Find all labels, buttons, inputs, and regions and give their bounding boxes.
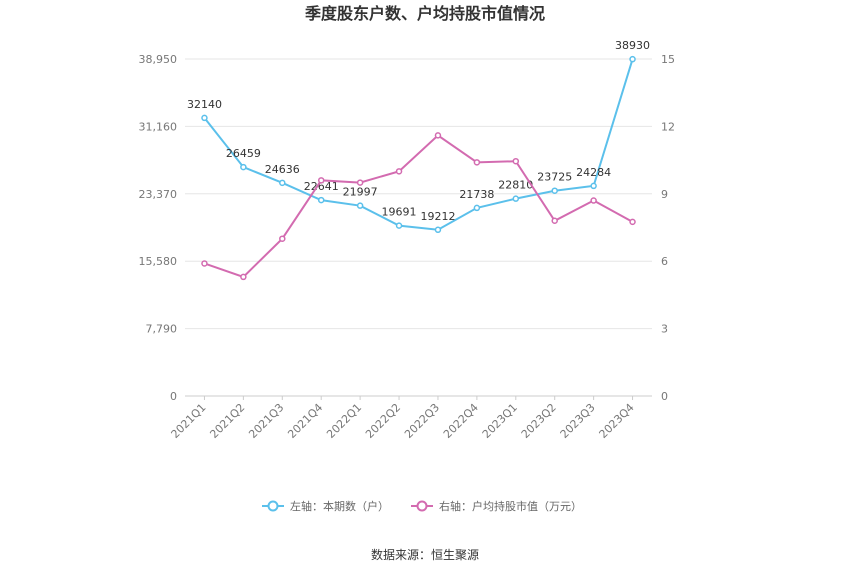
y-left-tick-label: 7,790 [146, 323, 178, 336]
data-point [434, 226, 442, 234]
data-point [512, 157, 520, 165]
y-right-tick-label: 12 [661, 120, 675, 133]
data-point [551, 217, 558, 225]
data-label: 24636 [265, 163, 300, 176]
data-label: 38930 [615, 39, 650, 52]
x-tick-label: 2022Q1 [324, 401, 364, 441]
chart-title: 季度股东户数、户均持股市值情况 [304, 4, 545, 23]
data-label: 21738 [459, 188, 494, 201]
data-point [279, 235, 286, 242]
y-left-tick-label: 23,370 [139, 188, 178, 201]
x-tick-label: 2021Q1 [169, 401, 209, 441]
data-point [240, 273, 247, 281]
x-tick-label: 2023Q4 [597, 401, 637, 441]
data-point [395, 168, 403, 175]
data-point [356, 179, 364, 186]
x-tick-label: 2021Q4 [285, 401, 325, 441]
series-line [204, 134, 634, 279]
source-note: 数据来源：恒生聚源 [371, 547, 479, 562]
data-label: 22810 [498, 179, 533, 192]
legend-label: 左轴：本期数（户） [290, 499, 389, 513]
data-label: 32140 [187, 98, 222, 111]
data-point [512, 195, 520, 202]
data-point [317, 177, 325, 184]
y-left-tick-label: 31,160 [139, 120, 178, 133]
y-left-tick-label: 15,580 [139, 255, 178, 268]
legend-marker [416, 500, 428, 512]
data-point [201, 114, 208, 122]
data-point [395, 222, 403, 229]
legend-label: 右轴：户均持股市值（万元） [439, 499, 582, 513]
data-label: 19212 [420, 210, 455, 223]
data-label: 23725 [537, 171, 572, 184]
data-point [629, 218, 636, 226]
data-point [434, 132, 442, 139]
data-point [473, 159, 481, 166]
data-point [473, 204, 481, 212]
y-right-tick-label: 0 [661, 390, 668, 403]
y-left-tick-label: 0 [170, 390, 177, 403]
data-point [201, 260, 208, 267]
data-label: 24284 [576, 166, 611, 179]
data-point [590, 197, 597, 204]
x-tick-label: 2023Q1 [480, 401, 520, 441]
x-tick-label: 2023Q3 [558, 401, 598, 441]
data-label: 22641 [304, 180, 339, 193]
grid [185, 58, 652, 330]
y-right-tick-label: 9 [661, 188, 668, 201]
y-right-tick-label: 3 [661, 323, 668, 336]
legend[interactable]: 左轴：本期数（户） 右轴：户均持股市值（万元） [262, 499, 582, 513]
series-line [203, 58, 634, 231]
data-label: 21997 [343, 186, 378, 199]
data-point [551, 187, 558, 194]
y-right-tick-label: 15 [661, 53, 675, 66]
y-right-tick-label: 6 [661, 255, 668, 268]
data-point [590, 182, 597, 190]
data-label: 26459 [226, 147, 261, 160]
data-point [356, 202, 364, 209]
x-tick-label: 2022Q4 [441, 401, 481, 441]
x-tick-label: 2022Q3 [402, 401, 442, 441]
data-point [240, 163, 247, 171]
x-tick-label: 2022Q2 [363, 401, 403, 441]
data-point [317, 196, 325, 204]
x-tick-label: 2023Q2 [519, 401, 559, 441]
x-tick-label: 2021Q3 [246, 401, 286, 441]
data-point [629, 55, 636, 63]
axes: 0 7,790 15,580 23,370 31,160 38,950 0 3 6 9 12 15 20… [139, 53, 676, 441]
data-label: 19691 [382, 206, 417, 219]
y-left-tick-label: 38,950 [139, 53, 178, 66]
series-layer: 32140 26459 24636 22641 21997 19691 19212 21738… [187, 39, 650, 281]
x-tick-label: 2021Q2 [207, 401, 247, 441]
data-point [279, 179, 286, 187]
legend-marker [267, 500, 279, 512]
